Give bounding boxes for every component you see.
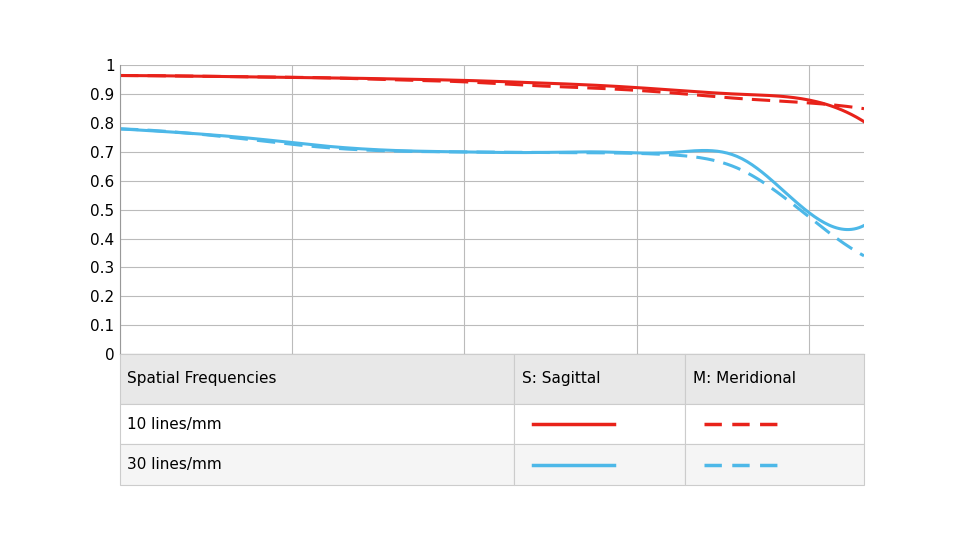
Text: S: Sagittal: S: Sagittal: [522, 371, 600, 386]
Legend: S10, M10, S30, M30: S10, M10, S30, M30: [129, 395, 551, 426]
FancyBboxPatch shape: [515, 444, 685, 485]
Text: 10 lines/mm: 10 lines/mm: [128, 416, 222, 432]
Text: f=1.8: f=1.8: [298, 458, 344, 476]
FancyBboxPatch shape: [515, 354, 685, 404]
FancyBboxPatch shape: [120, 404, 515, 444]
FancyBboxPatch shape: [515, 404, 685, 444]
Text: M: Meridional: M: Meridional: [693, 371, 796, 386]
FancyBboxPatch shape: [120, 354, 515, 404]
FancyBboxPatch shape: [685, 404, 864, 444]
Text: Spatial Frequencies: Spatial Frequencies: [128, 371, 276, 386]
FancyBboxPatch shape: [685, 354, 864, 404]
FancyBboxPatch shape: [120, 444, 515, 485]
Text: 30 lines/mm: 30 lines/mm: [128, 457, 222, 472]
FancyBboxPatch shape: [685, 444, 864, 485]
